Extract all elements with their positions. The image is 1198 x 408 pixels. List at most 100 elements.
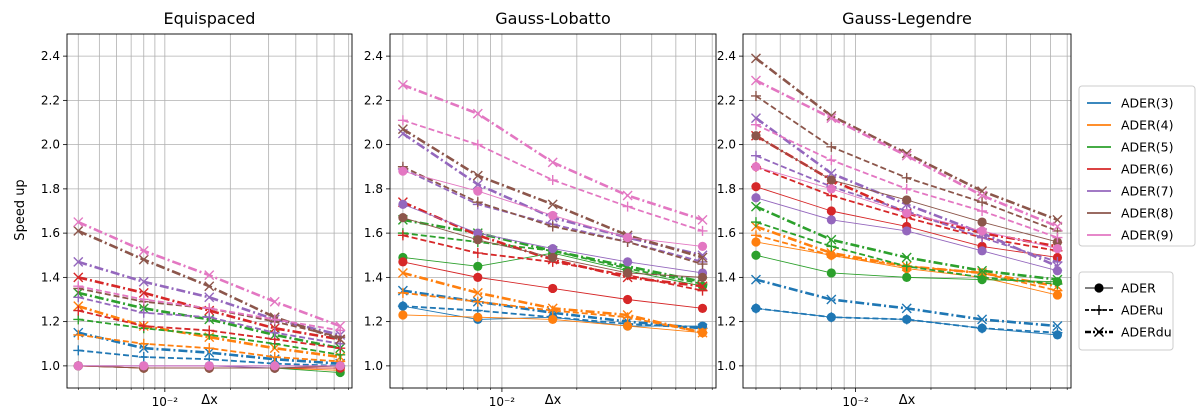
y-tick-label: 2.4 [364, 49, 383, 63]
data-point-p3-ader5-aderu [977, 272, 988, 283]
data-point-p1-ader9-aderdu [138, 245, 149, 256]
series-line-p2-ader3-aderdu [402, 289, 703, 330]
data-point-p1-ader7-aderu [269, 327, 280, 338]
data-point-p2-ader9-aderdu [622, 190, 633, 201]
data-point-p3-ader9-aderu [826, 155, 837, 166]
data-point-p3-ader9-aderu [901, 183, 912, 194]
data-point-p1-ader6-aderdu [73, 272, 84, 283]
data-point-p3-ader9-ader [826, 184, 836, 194]
data-point-p3-ader3-aderdu [977, 314, 988, 325]
data-point-p2-ader9-ader [697, 241, 708, 251]
plot-frame [742, 33, 1072, 389]
data-point-p2-ader4-aderdu [547, 303, 558, 314]
data-point-p2-ader6-ader [473, 272, 483, 282]
data-point-p2-ader6-ader [697, 303, 708, 313]
data-point-p3-ader7-aderdu [826, 168, 837, 179]
data-point-p2-ader8-aderu [697, 259, 708, 270]
data-point-p1-ader9-ader [270, 361, 280, 371]
data-point-p3-ader8-aderu [977, 197, 988, 208]
data-point-p2-ader6-aderu [472, 248, 483, 259]
data-point-p3-ader5-aderu [901, 261, 912, 272]
data-point-p3-ader7-ader [1052, 266, 1063, 276]
y-tick-label: 2.2 [364, 93, 383, 107]
series-line-p2-ader4-aderu [402, 291, 703, 334]
y-tick-label: 1.6 [364, 226, 383, 240]
x-axis-label: Δx [545, 393, 562, 408]
data-point-p3-ader3-aderdu [826, 294, 837, 305]
data-point-p2-ader6-aderdu [697, 281, 708, 292]
legend-entry-label: ADER(8) [1121, 206, 1173, 221]
legend-marker-ader [1094, 283, 1104, 293]
data-point-p3-ader8-ader [751, 131, 761, 141]
data-point-p1-ader8-aderdu [138, 254, 149, 265]
data-point-p2-ader6-ader [548, 283, 558, 294]
data-point-p2-ader9-aderdu [472, 108, 483, 119]
data-point-p1-ader4-aderu [138, 338, 149, 349]
y-tick-label: 1.4 [717, 270, 736, 284]
data-point-p2-ader4-ader [623, 321, 633, 331]
series-line-p2-ader9-aderdu [402, 83, 703, 222]
data-point-p2-ader8-ader [697, 272, 708, 282]
data-point-p3-ader7-aderdu [750, 113, 761, 124]
panel-title: Gauss-Legendre [842, 9, 972, 28]
data-point-p2-ader4-aderdu [622, 309, 633, 320]
legend-entry-label: ADER(5) [1121, 140, 1173, 155]
series-line-p1-ader9-aderu [78, 285, 341, 332]
y-tick-label: 1.6 [717, 226, 736, 240]
data-point-p1-ader9-aderdu [204, 270, 215, 281]
data-point-p1-ader7-aderu [138, 307, 149, 318]
plot-frame [66, 33, 353, 389]
legend-entry-label: ADER(7) [1121, 184, 1173, 199]
data-point-p2-ader9-aderu [622, 201, 633, 212]
data-point-p2-ader4-aderdu [697, 327, 708, 338]
data-point-p2-ader4-aderdu [472, 287, 483, 298]
legend-entry-label: ADER(6) [1121, 162, 1173, 177]
data-point-p3-ader5-aderu [826, 241, 837, 252]
series-line-p1-ader7-aderdu [77, 260, 341, 337]
series-line-p1-ader8-aderu [78, 287, 341, 338]
series-line-p2-ader8-aderdu [402, 128, 703, 259]
data-point-p3-ader9-aderu [750, 119, 761, 130]
data-point-p3-ader5-aderdu [1052, 274, 1063, 285]
data-point-p3-ader5-ader [751, 250, 761, 260]
data-point-p2-ader9-aderu [697, 225, 708, 236]
data-point-p3-ader5-aderdu [901, 252, 912, 263]
data-point-p3-ader5-aderu [1052, 279, 1063, 290]
data-point-p1-ader9-ader [335, 361, 345, 371]
data-point-p3-ader9-aderdu [826, 113, 837, 124]
data-point-p3-ader8-aderdu [750, 53, 761, 64]
data-point-p3-ader3-aderu [1052, 327, 1063, 338]
series-line-p1-ader6-aderdu [77, 276, 341, 341]
data-point-p1-ader8-aderdu [335, 334, 346, 345]
data-point-p2-ader7-ader [473, 228, 483, 238]
data-point-p1-ader9-aderu [204, 303, 215, 314]
data-point-p2-ader6-ader [623, 294, 633, 305]
data-point-p3-ader9-aderdu [1052, 221, 1063, 232]
data-point-p3-ader9-ader [751, 162, 761, 172]
data-point-p1-ader4-aderu [269, 352, 280, 363]
legend-entry-label: ADER(9) [1121, 228, 1173, 243]
data-point-p3-ader4-ader [751, 237, 761, 247]
data-point-p1-ader3-aderu [138, 352, 149, 363]
data-point-p1-ader9-ader [204, 361, 214, 371]
data-point-p2-ader6-ader [398, 257, 408, 267]
data-point-p3-ader3-aderu [901, 314, 912, 325]
y-tick-label: 1.2 [41, 315, 60, 329]
data-point-p1-ader8-aderdu [204, 281, 215, 292]
data-point-p1-ader7-aderdu [204, 292, 215, 303]
data-point-p2-ader5-ader [473, 261, 483, 271]
data-point-p3-ader5-ader [902, 272, 912, 282]
data-point-p3-ader7-ader [902, 226, 912, 236]
data-point-p3-ader9-ader [977, 226, 987, 236]
data-point-p2-ader8-ader [398, 213, 408, 223]
y-tick-label: 2.2 [41, 93, 60, 107]
data-point-p2-ader8-ader [623, 268, 633, 278]
data-point-p3-ader7-aderu [750, 150, 761, 161]
data-point-p1-ader4-aderu [73, 329, 84, 340]
variant-legend-box [1078, 271, 1174, 351]
data-point-p2-ader7-ader [398, 199, 408, 209]
data-point-p3-ader3-aderdu [1052, 321, 1063, 332]
data-point-p2-ader4-aderdu [397, 267, 408, 278]
data-point-p3-ader7-aderu [1052, 256, 1063, 267]
